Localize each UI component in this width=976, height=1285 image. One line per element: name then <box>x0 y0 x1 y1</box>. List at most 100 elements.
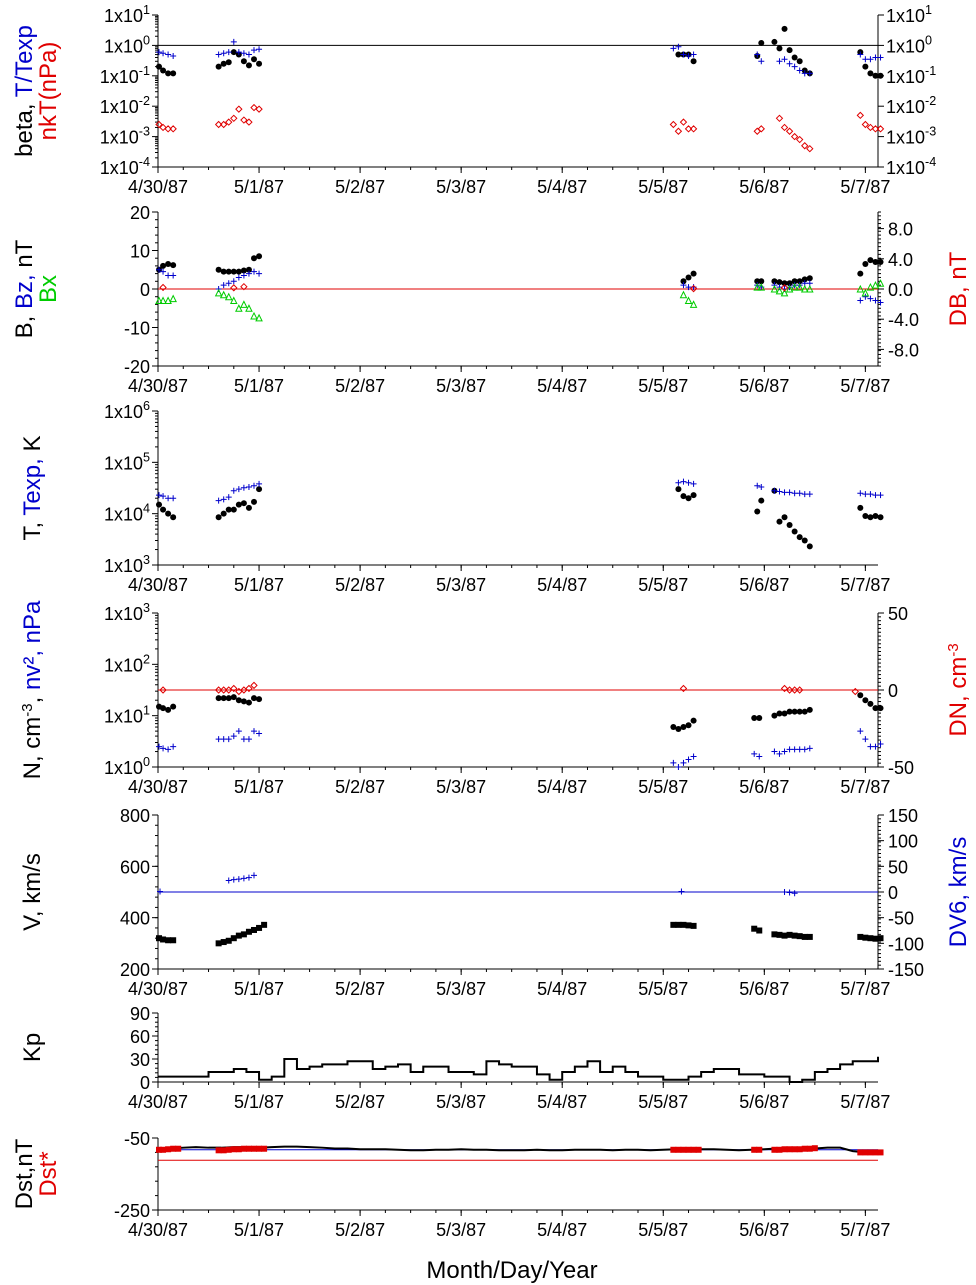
temp-series-0-point <box>215 514 222 521</box>
y-tick-label: 0 <box>140 1073 150 1093</box>
density-series-0-point <box>786 708 793 715</box>
beta-series-2-point <box>230 114 238 123</box>
dst-series-1-point <box>685 1146 692 1153</box>
dst-series-1-point <box>220 1147 227 1154</box>
beta-series-1-point <box>156 49 163 56</box>
temp-series-0-point <box>867 514 874 521</box>
beta-series-2-point <box>679 118 688 126</box>
beta-series-2-point <box>250 103 258 112</box>
density-y2-label: DN, cm-3 <box>945 643 972 736</box>
bfield-series-0-point <box>758 278 765 285</box>
temp-series-1-point <box>791 490 798 497</box>
y-label-part: T, <box>19 516 46 541</box>
bfield-series-1-point <box>160 268 167 275</box>
temp-series-1-point <box>872 492 879 499</box>
bfield-series-2-point <box>684 296 693 305</box>
bfield-series-1-point <box>225 280 232 287</box>
bfield-series-1-point <box>165 272 172 279</box>
beta-series-1-point <box>165 51 172 58</box>
y2-tick-label: 0 <box>888 883 898 903</box>
dst-series-1-point <box>175 1145 182 1152</box>
beta-series-1-point <box>235 49 242 56</box>
temp-series-0-point <box>675 486 682 493</box>
density-series-1-point <box>867 743 874 750</box>
x-tick-label: 5/7/87 <box>840 777 890 797</box>
dst-series-1-point <box>256 1145 263 1152</box>
beta-series-1-point <box>230 38 237 45</box>
x-axis-label: Month/Day/Year <box>426 1257 597 1284</box>
velocity-series-0-point <box>781 932 788 939</box>
x-tick-label: 4/30/87 <box>128 1092 188 1112</box>
velocity-series-0-point <box>690 922 697 929</box>
beta-series-2-point <box>159 123 167 132</box>
temp-series-1-point <box>220 496 227 503</box>
beta-series-0-point <box>776 45 783 52</box>
bfield-series-2-point <box>245 304 253 312</box>
beta-series-1-point <box>791 63 798 70</box>
beta-series-2-point <box>669 120 678 129</box>
temp-series-1-point <box>862 491 869 498</box>
y-label-part: V, km/s <box>19 853 46 931</box>
beta-series-1-point <box>160 50 167 57</box>
temp-series-1-point <box>251 482 257 489</box>
y-label-part: Dst* <box>35 1151 62 1196</box>
beta-y-label: beta, T/Texp <box>11 25 38 157</box>
x-tick-label: 5/3/87 <box>436 777 486 797</box>
bfield-series-1-point <box>156 266 163 273</box>
x-tick-label: 5/7/87 <box>840 1092 890 1112</box>
y-tick-label: 1x10-3 <box>100 125 150 148</box>
density-series-0-point <box>245 699 252 706</box>
panels: 4/30/87 5/1/87 5/2/87 5/3/87 5/4/87 5/5/87 5/6… <box>11 3 972 1240</box>
bfield-series-1-point <box>251 268 257 275</box>
beta-series-1-point <box>685 52 692 59</box>
y2-tick-label: 1x100 <box>886 33 932 56</box>
density-series-0-point <box>240 698 247 705</box>
beta-series-0-point <box>251 56 257 63</box>
x-tick-label: 5/3/87 <box>436 1092 486 1112</box>
temp-series-0-point <box>230 506 237 513</box>
density-series-1-point <box>796 746 803 753</box>
kp-y-label: Kp <box>19 1033 46 1062</box>
density-series-0-point <box>796 708 803 715</box>
beta-series-2-point <box>866 123 875 132</box>
y-tick-label: -50 <box>124 1129 150 1149</box>
beta-series-1-point <box>256 46 263 53</box>
y-tick-label: -250 <box>114 1201 150 1221</box>
bfield-series-0-point <box>230 268 237 275</box>
x-tick-label: 4/30/87 <box>128 177 188 197</box>
y-tick-label: 1x105 <box>104 450 150 473</box>
beta-series-2-point <box>155 120 163 129</box>
bfield-series-0-point <box>776 279 783 286</box>
y-tick-label: 1x10-2 <box>100 94 150 117</box>
velocity-series-0-point <box>872 935 879 942</box>
bfield-series-3-point <box>230 284 238 292</box>
density-series-0-point <box>806 706 813 713</box>
y-tick-label: 1x101 <box>104 704 150 727</box>
density-series-0-point <box>670 724 677 731</box>
beta-series-1-point <box>240 50 247 57</box>
dst-series-1-point <box>230 1146 237 1153</box>
density-series-0-point <box>862 697 869 704</box>
y-tick-label: 60 <box>130 1027 150 1047</box>
y-tick-label: 800 <box>120 806 150 826</box>
bfield-series-2-point <box>876 279 885 287</box>
density-series-2-point <box>851 687 859 696</box>
density-series-1-point <box>801 746 808 753</box>
velocity-series-0-point <box>786 931 793 938</box>
beta-series-2-point <box>795 135 804 144</box>
beta-series-0-point <box>675 51 682 58</box>
y-label-part: beta, <box>11 97 38 157</box>
beta-series-0-point <box>867 70 874 77</box>
beta-series-2-point <box>790 132 799 141</box>
bfield-series-3-point <box>159 283 167 292</box>
velocity-series-0-point <box>230 935 237 942</box>
y2-tick-label: 8.0 <box>888 220 913 240</box>
bfield-series-0-point <box>251 255 257 262</box>
density-series-2-point <box>159 686 167 694</box>
bfield-series-0-point <box>771 278 778 285</box>
beta-series-0-point <box>165 70 172 77</box>
x-tick-label: 5/2/87 <box>335 777 385 797</box>
density-series-0-point <box>251 695 257 702</box>
density-series-0-point <box>756 715 763 722</box>
density-series-1-point <box>756 753 763 760</box>
